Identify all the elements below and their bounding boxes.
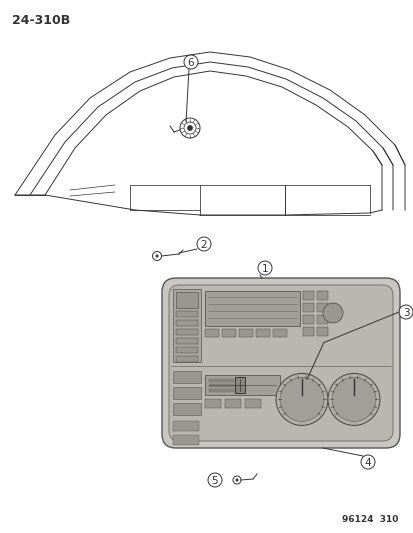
Bar [255,329,269,337]
Bar [176,292,197,308]
Circle shape [331,377,375,422]
Bar [224,399,240,408]
Bar [244,399,260,408]
Text: 5: 5 [211,475,218,486]
Circle shape [275,374,327,425]
Bar [176,347,197,353]
Bar [176,311,197,317]
Bar [302,315,313,324]
Text: 96124  310: 96124 310 [341,515,397,524]
Bar [173,387,201,399]
Circle shape [187,125,192,131]
Bar [204,375,279,395]
Text: 24-310B: 24-310B [12,14,70,27]
Bar [302,291,313,300]
Circle shape [360,455,374,469]
Bar [204,291,299,326]
Bar [209,384,233,387]
Text: 1: 1 [261,263,268,273]
Bar [316,315,327,324]
Bar [221,329,235,337]
Bar [238,329,252,337]
Bar [173,435,199,446]
Bar [209,379,233,382]
Circle shape [398,305,412,319]
Bar [204,329,218,337]
Circle shape [327,374,379,425]
Bar [272,329,286,337]
Text: 2: 2 [200,239,207,249]
Text: 4: 4 [364,457,370,467]
Circle shape [235,479,238,481]
FancyBboxPatch shape [161,278,399,448]
Bar [173,403,201,415]
Bar [209,390,233,392]
Circle shape [322,303,342,323]
Bar [302,327,313,336]
Bar [204,399,221,408]
Bar [173,372,201,383]
Bar [235,377,244,393]
Circle shape [279,377,323,422]
Bar [176,356,197,362]
Bar [173,289,201,362]
Circle shape [197,237,211,251]
Bar [316,303,327,312]
Circle shape [155,254,158,257]
Bar [302,303,313,312]
Circle shape [207,473,221,487]
Text: 6: 6 [187,58,194,68]
Bar [316,327,327,336]
Bar [316,291,327,300]
Bar [176,320,197,326]
Circle shape [257,261,271,275]
Circle shape [183,55,197,69]
Bar [173,422,199,431]
Text: 3: 3 [402,308,408,318]
FancyBboxPatch shape [169,285,392,441]
Bar [176,329,197,335]
Bar [176,338,197,344]
